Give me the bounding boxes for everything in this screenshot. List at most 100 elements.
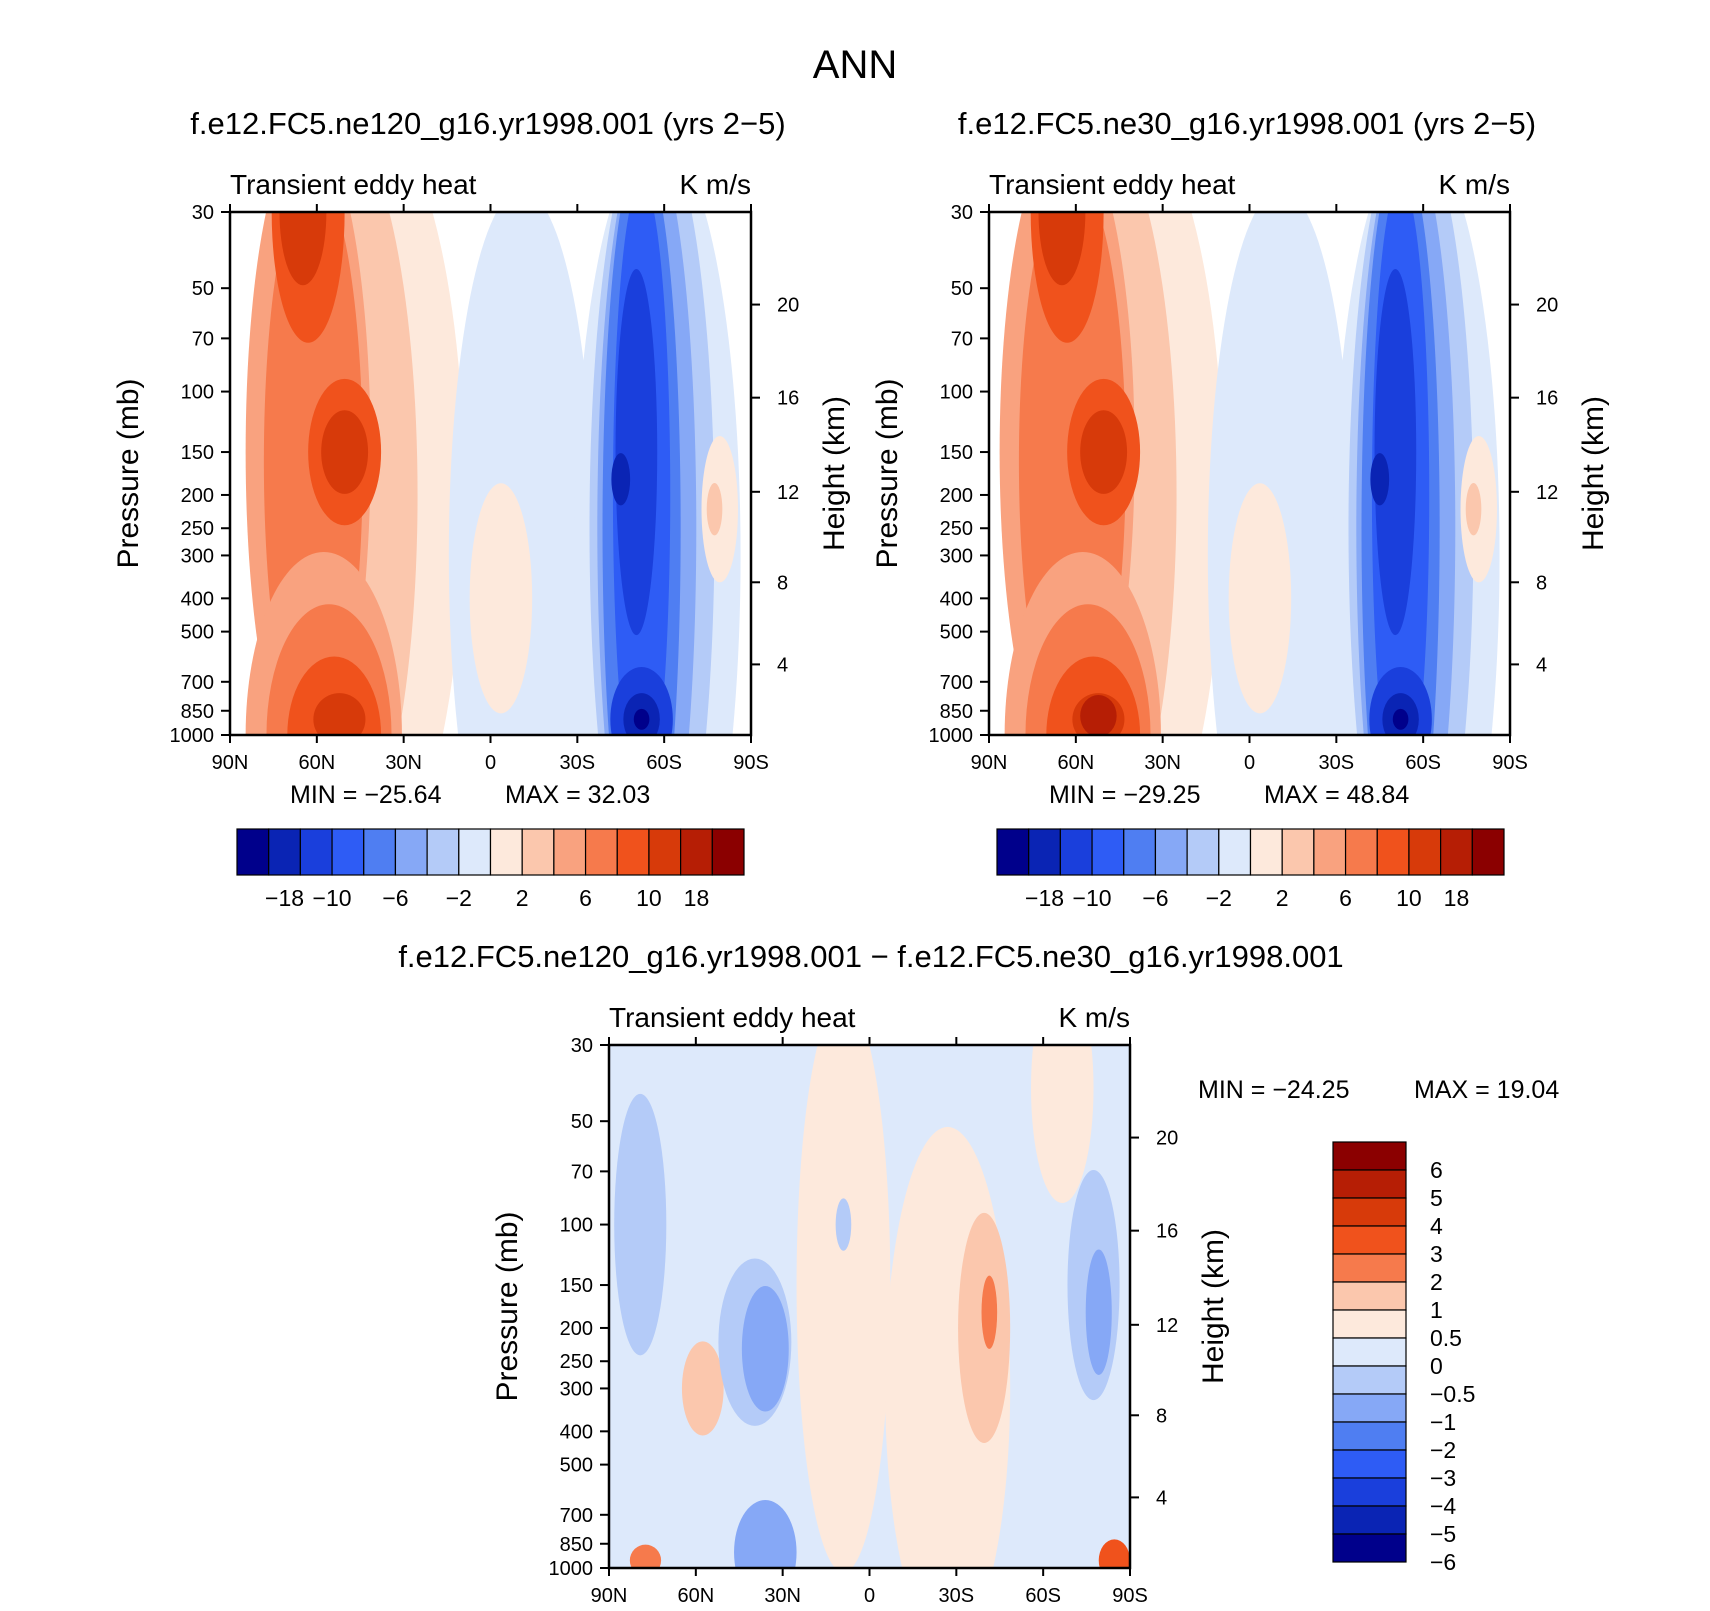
- y2-tick-label: 4: [1536, 654, 1547, 676]
- panel-3: f.e12.FC5.ne120_g16.yr1998.001 − f.e12.F…: [398, 939, 1559, 1607]
- colorbar-label: 18: [1444, 885, 1470, 911]
- y-tick-label: 300: [940, 545, 973, 567]
- colorbar-2: −18 −10 −6 −2 2 6 10 18: [996, 828, 1505, 911]
- y-axis-title: Pressure (mb): [871, 378, 904, 568]
- y2-tick-label: 8: [777, 572, 788, 594]
- field-label: Transient eddy heat: [230, 169, 477, 200]
- min-label: MIN = −24.25: [1198, 1076, 1349, 1104]
- colorbar-label: 2: [1430, 1269, 1443, 1295]
- colorbar-box: [236, 828, 270, 876]
- y-tick-label: 500: [181, 622, 214, 644]
- y-tick-label: 850: [560, 1534, 593, 1556]
- colorbar-label: 4: [1430, 1213, 1443, 1239]
- colorbar-label: −0.5: [1430, 1381, 1475, 1407]
- colorbar-box: [1332, 1477, 1407, 1507]
- colorbar-box: [268, 828, 301, 876]
- panel-title: f.e12.FC5.ne120_g16.yr1998.001 (yrs 2−5): [190, 106, 785, 141]
- y2-tick-label: 16: [1156, 1221, 1178, 1243]
- y-tick-label: 100: [181, 382, 214, 404]
- contour-region: [1031, 1045, 1094, 1203]
- x-tick-label: 30S: [1319, 752, 1355, 774]
- y2-tick-label: 12: [1536, 482, 1558, 504]
- max-label: MAX = 19.04: [1414, 1076, 1559, 1104]
- colorbar-box: [711, 828, 745, 876]
- colorbar-label: 1: [1430, 1297, 1443, 1323]
- figure-title: ANN: [813, 43, 897, 87]
- colorbar-label: 3: [1430, 1241, 1443, 1267]
- y2-tick-label: 8: [1536, 572, 1547, 594]
- colorbar-box: [1332, 1533, 1407, 1563]
- contour-region: [706, 483, 723, 536]
- colorbar-label: −2: [1430, 1437, 1456, 1463]
- contour-region: [1038, 212, 1086, 286]
- y-tick-label: 150: [560, 1275, 593, 1297]
- colorbar-label: 5: [1430, 1185, 1443, 1211]
- x-tick-label: 60S: [1025, 1585, 1061, 1607]
- y-tick-label: 300: [181, 545, 214, 567]
- contour-region: [1080, 695, 1117, 735]
- units-label: K m/s: [1058, 1002, 1130, 1033]
- colorbar-label: −18: [1025, 885, 1064, 911]
- colorbar-label: −3: [1430, 1465, 1456, 1491]
- y2-axis-title: Height (km): [1577, 396, 1610, 551]
- colorbar-box: [1332, 1337, 1407, 1367]
- y-tick-label: 50: [192, 278, 214, 300]
- colorbar-label: −4: [1430, 1493, 1456, 1519]
- colorbar-box: [1123, 828, 1157, 876]
- y-tick-label: 700: [181, 672, 214, 694]
- contour-region: [734, 1500, 797, 1568]
- colorbar-box: [299, 828, 333, 876]
- colorbar-label: 18: [684, 885, 710, 911]
- contour-region: [313, 693, 366, 735]
- y-tick-label: 50: [951, 278, 973, 300]
- x-tick-label: 90N: [212, 752, 249, 774]
- colorbar-box: [616, 828, 650, 876]
- units-label: K m/s: [1438, 169, 1510, 200]
- y-tick-label: 850: [940, 701, 973, 723]
- colorbar-box: [1332, 1141, 1407, 1171]
- y-tick-label: 1000: [549, 1558, 594, 1580]
- colorbar-label: −2: [1206, 885, 1232, 911]
- colorbar-box: [426, 828, 460, 876]
- colorbar-box: [1154, 828, 1188, 876]
- panel-title: f.e12.FC5.ne120_g16.yr1998.001 − f.e12.F…: [398, 939, 1343, 974]
- y-tick-label: 500: [940, 622, 973, 644]
- y-tick-label: 30: [571, 1035, 593, 1057]
- contour-region: [633, 708, 650, 730]
- contour-region: [611, 453, 631, 506]
- contour-region: [681, 1341, 724, 1436]
- colorbar-box: [680, 828, 713, 876]
- contour-region: [629, 1544, 662, 1568]
- contour-region: [469, 483, 533, 714]
- colorbar-box: [331, 828, 365, 876]
- x-tick-label: 0: [1244, 752, 1255, 774]
- colorbar-box: [1186, 828, 1220, 876]
- x-tick-label: 60N: [677, 1585, 714, 1607]
- panel-1: f.e12.FC5.ne120_g16.yr1998.001 (yrs 2−5)…: [112, 106, 851, 809]
- contour-region: [615, 268, 658, 636]
- contour-region: [981, 1275, 998, 1349]
- colorbar-box: [1332, 1393, 1407, 1423]
- contour-region: [1465, 483, 1482, 536]
- colorbar-1: −18 −10 −6 −2 2 6 10 18: [236, 828, 745, 911]
- x-tick-label: 60N: [298, 752, 335, 774]
- colorbar-box: [1332, 1225, 1407, 1255]
- y-tick-label: 700: [940, 672, 973, 694]
- colorbar-box: [1332, 1197, 1407, 1227]
- colorbar-box: [521, 828, 555, 876]
- y2-tick-label: 20: [777, 295, 799, 317]
- x-tick-label: 30S: [939, 1585, 975, 1607]
- colorbar-box: [648, 828, 682, 876]
- y-tick-label: 400: [181, 588, 214, 610]
- y-tick-label: 1000: [170, 725, 215, 747]
- colorbar-box: [394, 828, 428, 876]
- contour-region: [835, 1198, 852, 1251]
- colorbar-box: [1332, 1253, 1407, 1283]
- colorbar-label: 10: [636, 885, 662, 911]
- y-tick-label: 200: [940, 485, 973, 507]
- colorbar-box: [1218, 828, 1252, 876]
- colorbar-label: −2: [446, 885, 472, 911]
- contour-region: [1370, 453, 1390, 506]
- y2-tick-label: 20: [1156, 1128, 1178, 1150]
- contour-region: [1098, 1539, 1130, 1568]
